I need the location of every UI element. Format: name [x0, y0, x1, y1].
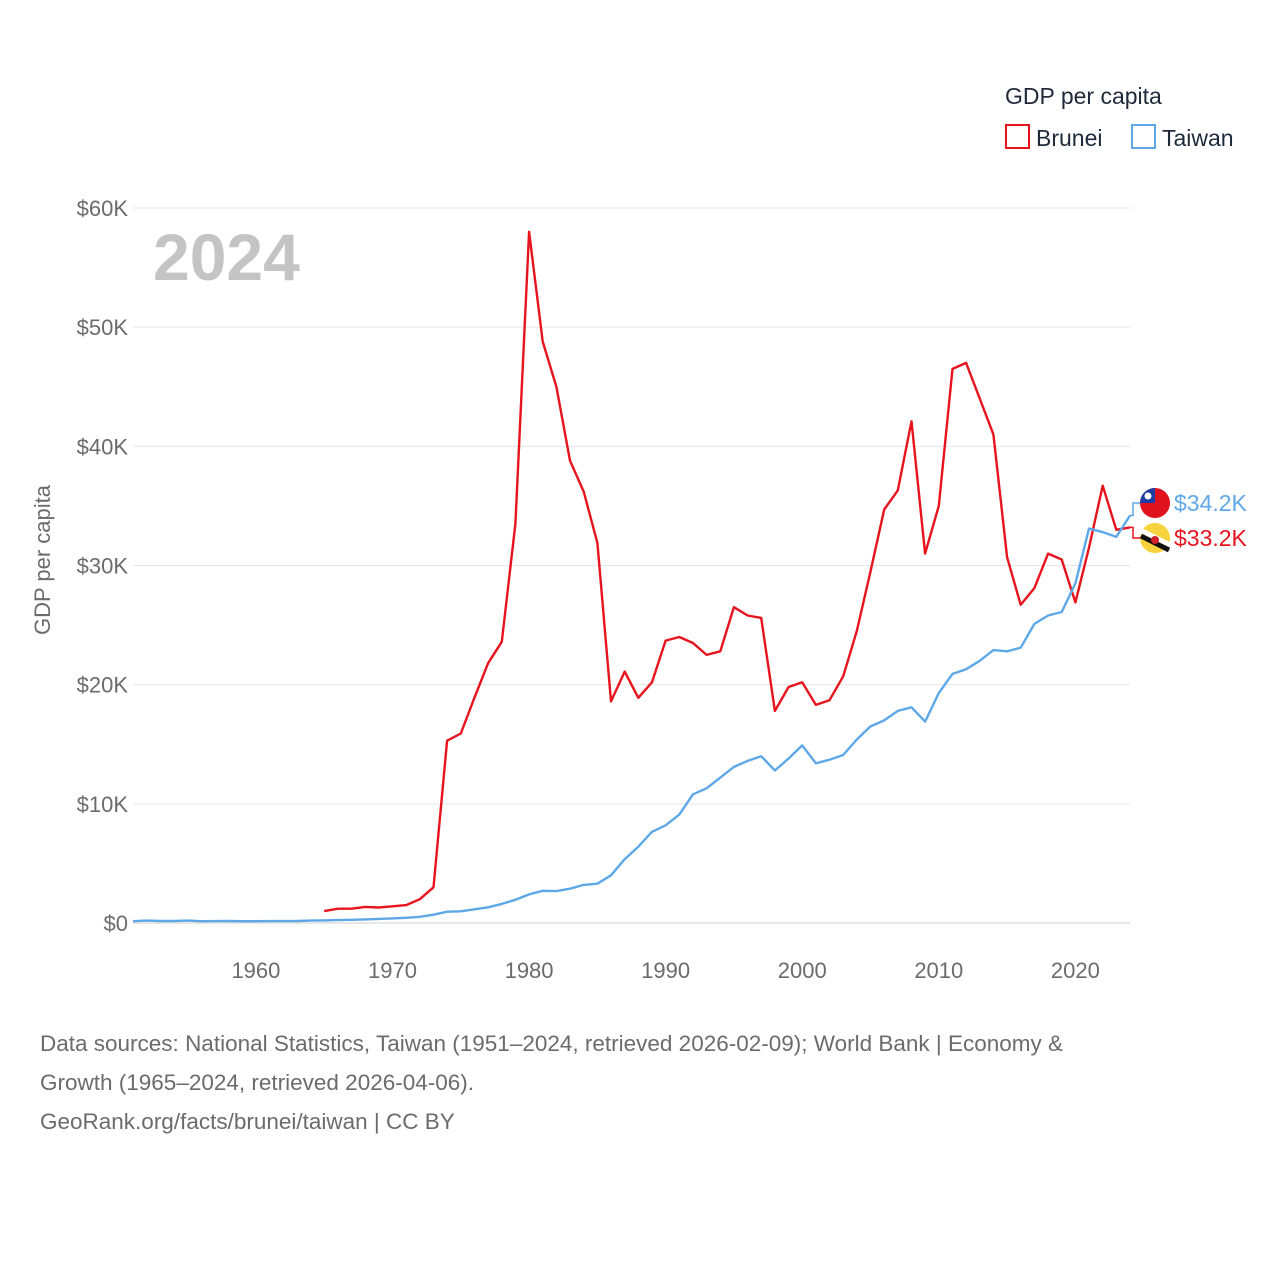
x-tick-label: 1990 — [641, 958, 690, 983]
end-labels: $33.2K $34.2K — [1130, 488, 1248, 553]
y-tick-label: $30K — [77, 554, 129, 579]
attribution: GeoRank.org/facts/brunei/taiwan | CC BY — [40, 1109, 455, 1134]
legend: GDP per capita Brunei Taiwan — [1005, 83, 1234, 151]
y-tick-label: $40K — [77, 434, 129, 459]
x-tick-label: 1980 — [505, 958, 554, 983]
taiwan-flag-icon — [1140, 488, 1170, 518]
y-axis-title: GDP per capita — [30, 484, 55, 635]
legend-swatch-brunei[interactable] — [1005, 124, 1030, 149]
x-tick-label: 1970 — [368, 958, 417, 983]
series-line-taiwan[interactable] — [132, 514, 1132, 923]
x-tick-label: 2020 — [1051, 958, 1100, 983]
x-tick-label: 2010 — [914, 958, 963, 983]
year-label: 2024 — [153, 220, 300, 294]
y-tick-label: $0 — [104, 911, 128, 936]
end-connector — [1130, 526, 1141, 539]
x-tick-label: 2000 — [778, 958, 827, 983]
y-tick-label: $60K — [77, 196, 129, 221]
end-label-brunei: $33.2K — [1174, 525, 1248, 551]
data-sources-line-1: Data sources: National Statistics, Taiwa… — [40, 1031, 1064, 1056]
legend-label-brunei[interactable]: Brunei — [1036, 125, 1102, 151]
brunei-flag-icon — [1139, 523, 1171, 553]
legend-label-taiwan[interactable]: Taiwan — [1162, 125, 1234, 151]
x-tick-label: 1960 — [231, 958, 280, 983]
legend-swatch-taiwan[interactable] — [1131, 124, 1156, 149]
y-tick-label: $20K — [77, 673, 129, 698]
series-line-brunei[interactable] — [323, 230, 1131, 913]
x-axis-ticks: 1960 1970 1980 1990 2000 2010 2020 — [231, 958, 1099, 983]
y-tick-label: $50K — [77, 315, 129, 340]
y-tick-label: $10K — [77, 792, 129, 817]
data-sources-line-2: Growth (1965–2024, retrieved 2026-04-06)… — [40, 1070, 475, 1095]
y-axis-ticks: $0 $10K $20K $30K $40K $50K $60K — [77, 196, 129, 936]
footer: Data sources: National Statistics, Taiwa… — [40, 1024, 1240, 1141]
grid-lines — [133, 207, 1130, 924]
legend-title: GDP per capita — [1005, 83, 1162, 109]
end-connector — [1130, 502, 1141, 517]
gdp-line-chart: $0$10K$20K$30K$40K$50K$60K 1960 1970 1980 1… — [30, 83, 1248, 983]
series-lines — [132, 230, 1132, 923]
end-label-taiwan: $34.2K — [1174, 490, 1248, 516]
